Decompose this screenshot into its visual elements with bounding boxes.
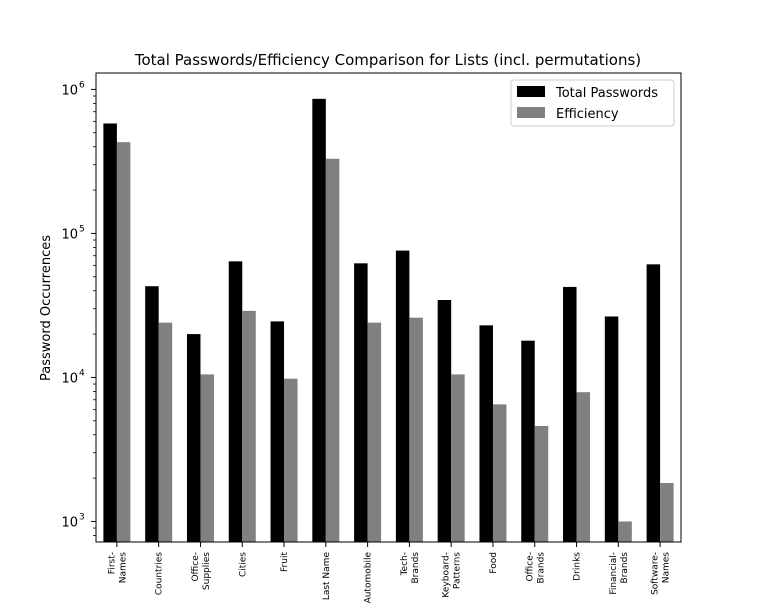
bar-total-passwords-office-supplies — [186, 334, 201, 542]
bar-total-passwords-financial-brands — [604, 316, 619, 542]
x-tick-label-office-brands: Brands — [536, 552, 546, 584]
bar-efficiency-countries — [158, 322, 173, 542]
bar-total-passwords-fruit — [270, 321, 285, 542]
bar-efficiency-last-name — [325, 158, 340, 543]
plot-frame — [95, 72, 682, 543]
x-tick-label-keyboard-patterns: Patterns — [453, 552, 463, 589]
x-tick-label-office-supplies: Supplies — [202, 552, 212, 590]
bar-efficiency-fruit — [284, 378, 298, 542]
bar-total-passwords-drinks — [563, 286, 577, 542]
y-tick-label-exponent: 5 — [79, 224, 85, 234]
y-tick-label: 10 — [61, 83, 78, 98]
x-tick-label-drinks: Drinks — [573, 552, 583, 581]
bar-total-passwords-food — [479, 325, 493, 542]
x-tick-label-fruit: Fruit — [280, 552, 290, 572]
bar-efficiency-cities — [242, 310, 256, 542]
x-tick-label-cities: Cities — [238, 552, 248, 577]
x-tick-label-office-brands: Office- — [525, 552, 535, 582]
x-tick-label-office-supplies: Office- — [191, 552, 201, 582]
bar-total-passwords-first-names — [103, 123, 117, 543]
x-tick-label-keyboard-patterns: Keyboard- — [442, 552, 452, 598]
bar-total-passwords-cities — [228, 261, 243, 542]
bar-total-passwords-office-brands — [521, 340, 535, 542]
legend-swatch-efficiency — [517, 107, 545, 118]
bar-efficiency-food — [492, 404, 507, 542]
x-tick-label-financial-brands: Brands — [620, 552, 630, 584]
bar-total-passwords-software-names — [646, 264, 661, 542]
y-tick-label: 10 — [61, 515, 78, 530]
bar-total-passwords-keyboard-patterns — [437, 299, 452, 542]
x-tick-label-food: Food — [489, 552, 499, 574]
x-tick-label-first-names: Names — [118, 552, 128, 584]
legend-label-total-passwords: Total Passwords — [555, 86, 658, 101]
legend-label-efficiency: Efficiency — [556, 107, 619, 122]
bar-efficiency-office-supplies — [200, 374, 214, 542]
x-tick-label-automobile: Automobile — [364, 552, 374, 604]
bar-efficiency-financial-brands — [618, 521, 632, 542]
x-tick-label-software-names: Names — [662, 552, 672, 584]
bars-layer — [103, 98, 674, 543]
y-tick-label: 10 — [61, 371, 78, 386]
legend: Total Passwords Efficiency — [510, 79, 675, 127]
bar-efficiency-keyboard-patterns — [451, 374, 465, 542]
y-tick-label-exponent: 6 — [79, 80, 85, 90]
y-tick-label-exponent: 4 — [79, 368, 85, 378]
bar-efficiency-tech-brands — [409, 317, 423, 542]
bar-efficiency-drinks — [576, 392, 591, 542]
x-tick-label-financial-brands: Financial- — [609, 552, 619, 595]
x-tick-label-tech-brands: Brands — [411, 552, 421, 584]
x-axis-ticks: First- Names Countries Office- Supplies Citie… — [107, 542, 672, 604]
bar-total-passwords-automobile — [354, 263, 368, 542]
x-tick-label-tech-brands: Tech- — [400, 552, 410, 576]
chart-title: Total Passwords/Efficiency Comparison fo… — [134, 51, 641, 69]
bar-total-passwords-tech-brands — [395, 250, 410, 542]
bar-efficiency-automobile — [367, 322, 382, 542]
bar-efficiency-first-names — [116, 142, 131, 542]
x-tick-label-software-names: Software- — [651, 552, 661, 595]
legend-frame — [510, 79, 675, 127]
y-tick-label: 10 — [61, 227, 78, 242]
legend-swatch-total-passwords — [517, 86, 545, 97]
bar-total-passwords-last-name — [312, 98, 326, 542]
y-tick-label-exponent: 3 — [79, 512, 85, 522]
x-tick-label-last-name: Last Name — [322, 552, 332, 601]
bar-total-passwords-countries — [145, 286, 159, 542]
y-axis-label: Password Occurrences — [39, 235, 54, 381]
bar-efficiency-office-brands — [534, 426, 549, 542]
bar-efficiency-software-names — [660, 482, 674, 542]
x-tick-label-first-names: First- — [107, 552, 117, 574]
x-tick-label-countries: Countries — [155, 552, 165, 595]
